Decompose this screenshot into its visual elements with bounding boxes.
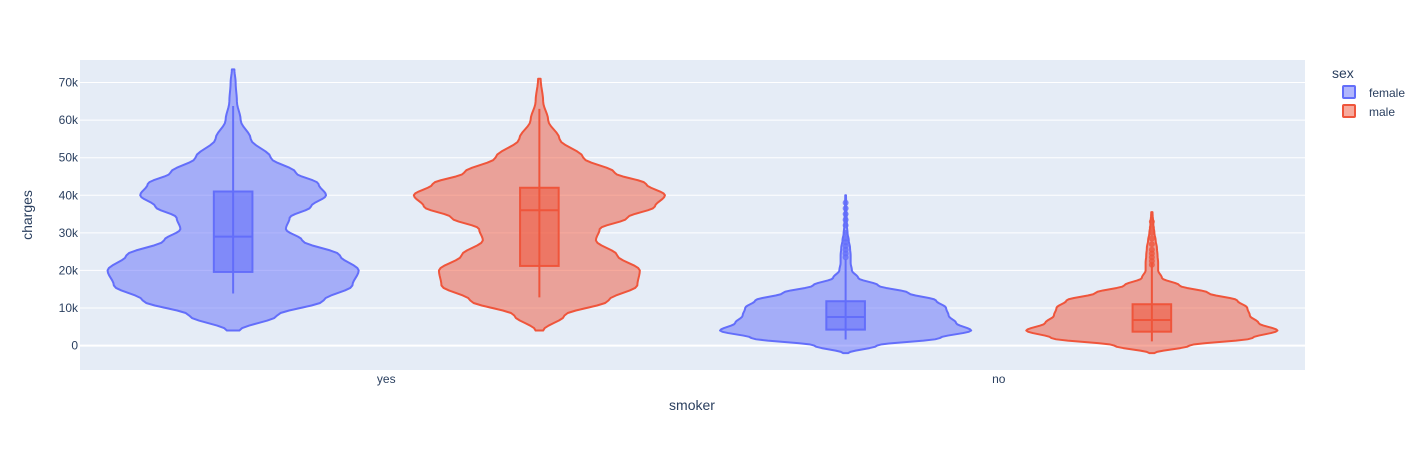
outlier-point <box>1148 235 1155 242</box>
legend[interactable]: sex female male <box>1332 65 1405 119</box>
violin-box <box>519 186 560 267</box>
outlier-point <box>842 229 849 236</box>
y-tick-label: 70k <box>59 76 79 90</box>
x-tick-label: yes <box>377 372 396 386</box>
y-axis-title: charges <box>19 190 35 240</box>
y-tick-label: 20k <box>59 263 79 277</box>
outlier-point <box>842 199 849 206</box>
y-axis-ticks: 0 10k 20k 30k 40k 50k 60k 70k <box>59 76 79 353</box>
y-tick-label: 0 <box>71 339 78 353</box>
legend-swatch-female <box>1342 85 1356 99</box>
outlier-point <box>842 235 849 242</box>
violin-box <box>212 190 254 273</box>
legend-item-female[interactable]: female <box>1342 85 1405 100</box>
outlier-point <box>1148 218 1155 225</box>
violin-female-yes[interactable] <box>106 68 360 332</box>
y-tick-label: 60k <box>59 113 79 127</box>
x-axis-ticks: yes no <box>377 372 1006 386</box>
y-tick-label: 50k <box>59 151 79 165</box>
outlier-point <box>1148 241 1155 248</box>
legend-swatch-male <box>1342 104 1356 118</box>
legend-label-male: male <box>1369 105 1395 119</box>
legend-label-female: female <box>1369 86 1405 100</box>
outlier-point <box>1148 224 1155 231</box>
legend-title: sex <box>1332 65 1354 81</box>
violins[interactable] <box>106 68 1279 355</box>
x-axis-title: smoker <box>669 397 715 413</box>
y-tick-label: 10k <box>59 301 79 315</box>
outlier-point <box>842 205 849 212</box>
y-tick-label: 40k <box>59 188 79 202</box>
violin-female-no[interactable] <box>719 194 973 355</box>
violin-box <box>1131 303 1173 333</box>
outlier-point <box>842 216 849 223</box>
outlier-point <box>1148 229 1155 236</box>
outlier-point <box>1148 246 1155 253</box>
violin-male-yes[interactable] <box>412 77 666 332</box>
legend-item-male[interactable]: male <box>1342 104 1395 119</box>
violin-male-no[interactable] <box>1025 211 1279 355</box>
violin-box <box>825 300 866 331</box>
outlier-point <box>842 222 849 229</box>
outlier-point <box>842 211 849 218</box>
y-tick-label: 30k <box>59 226 79 240</box>
x-tick-label: no <box>992 372 1006 386</box>
